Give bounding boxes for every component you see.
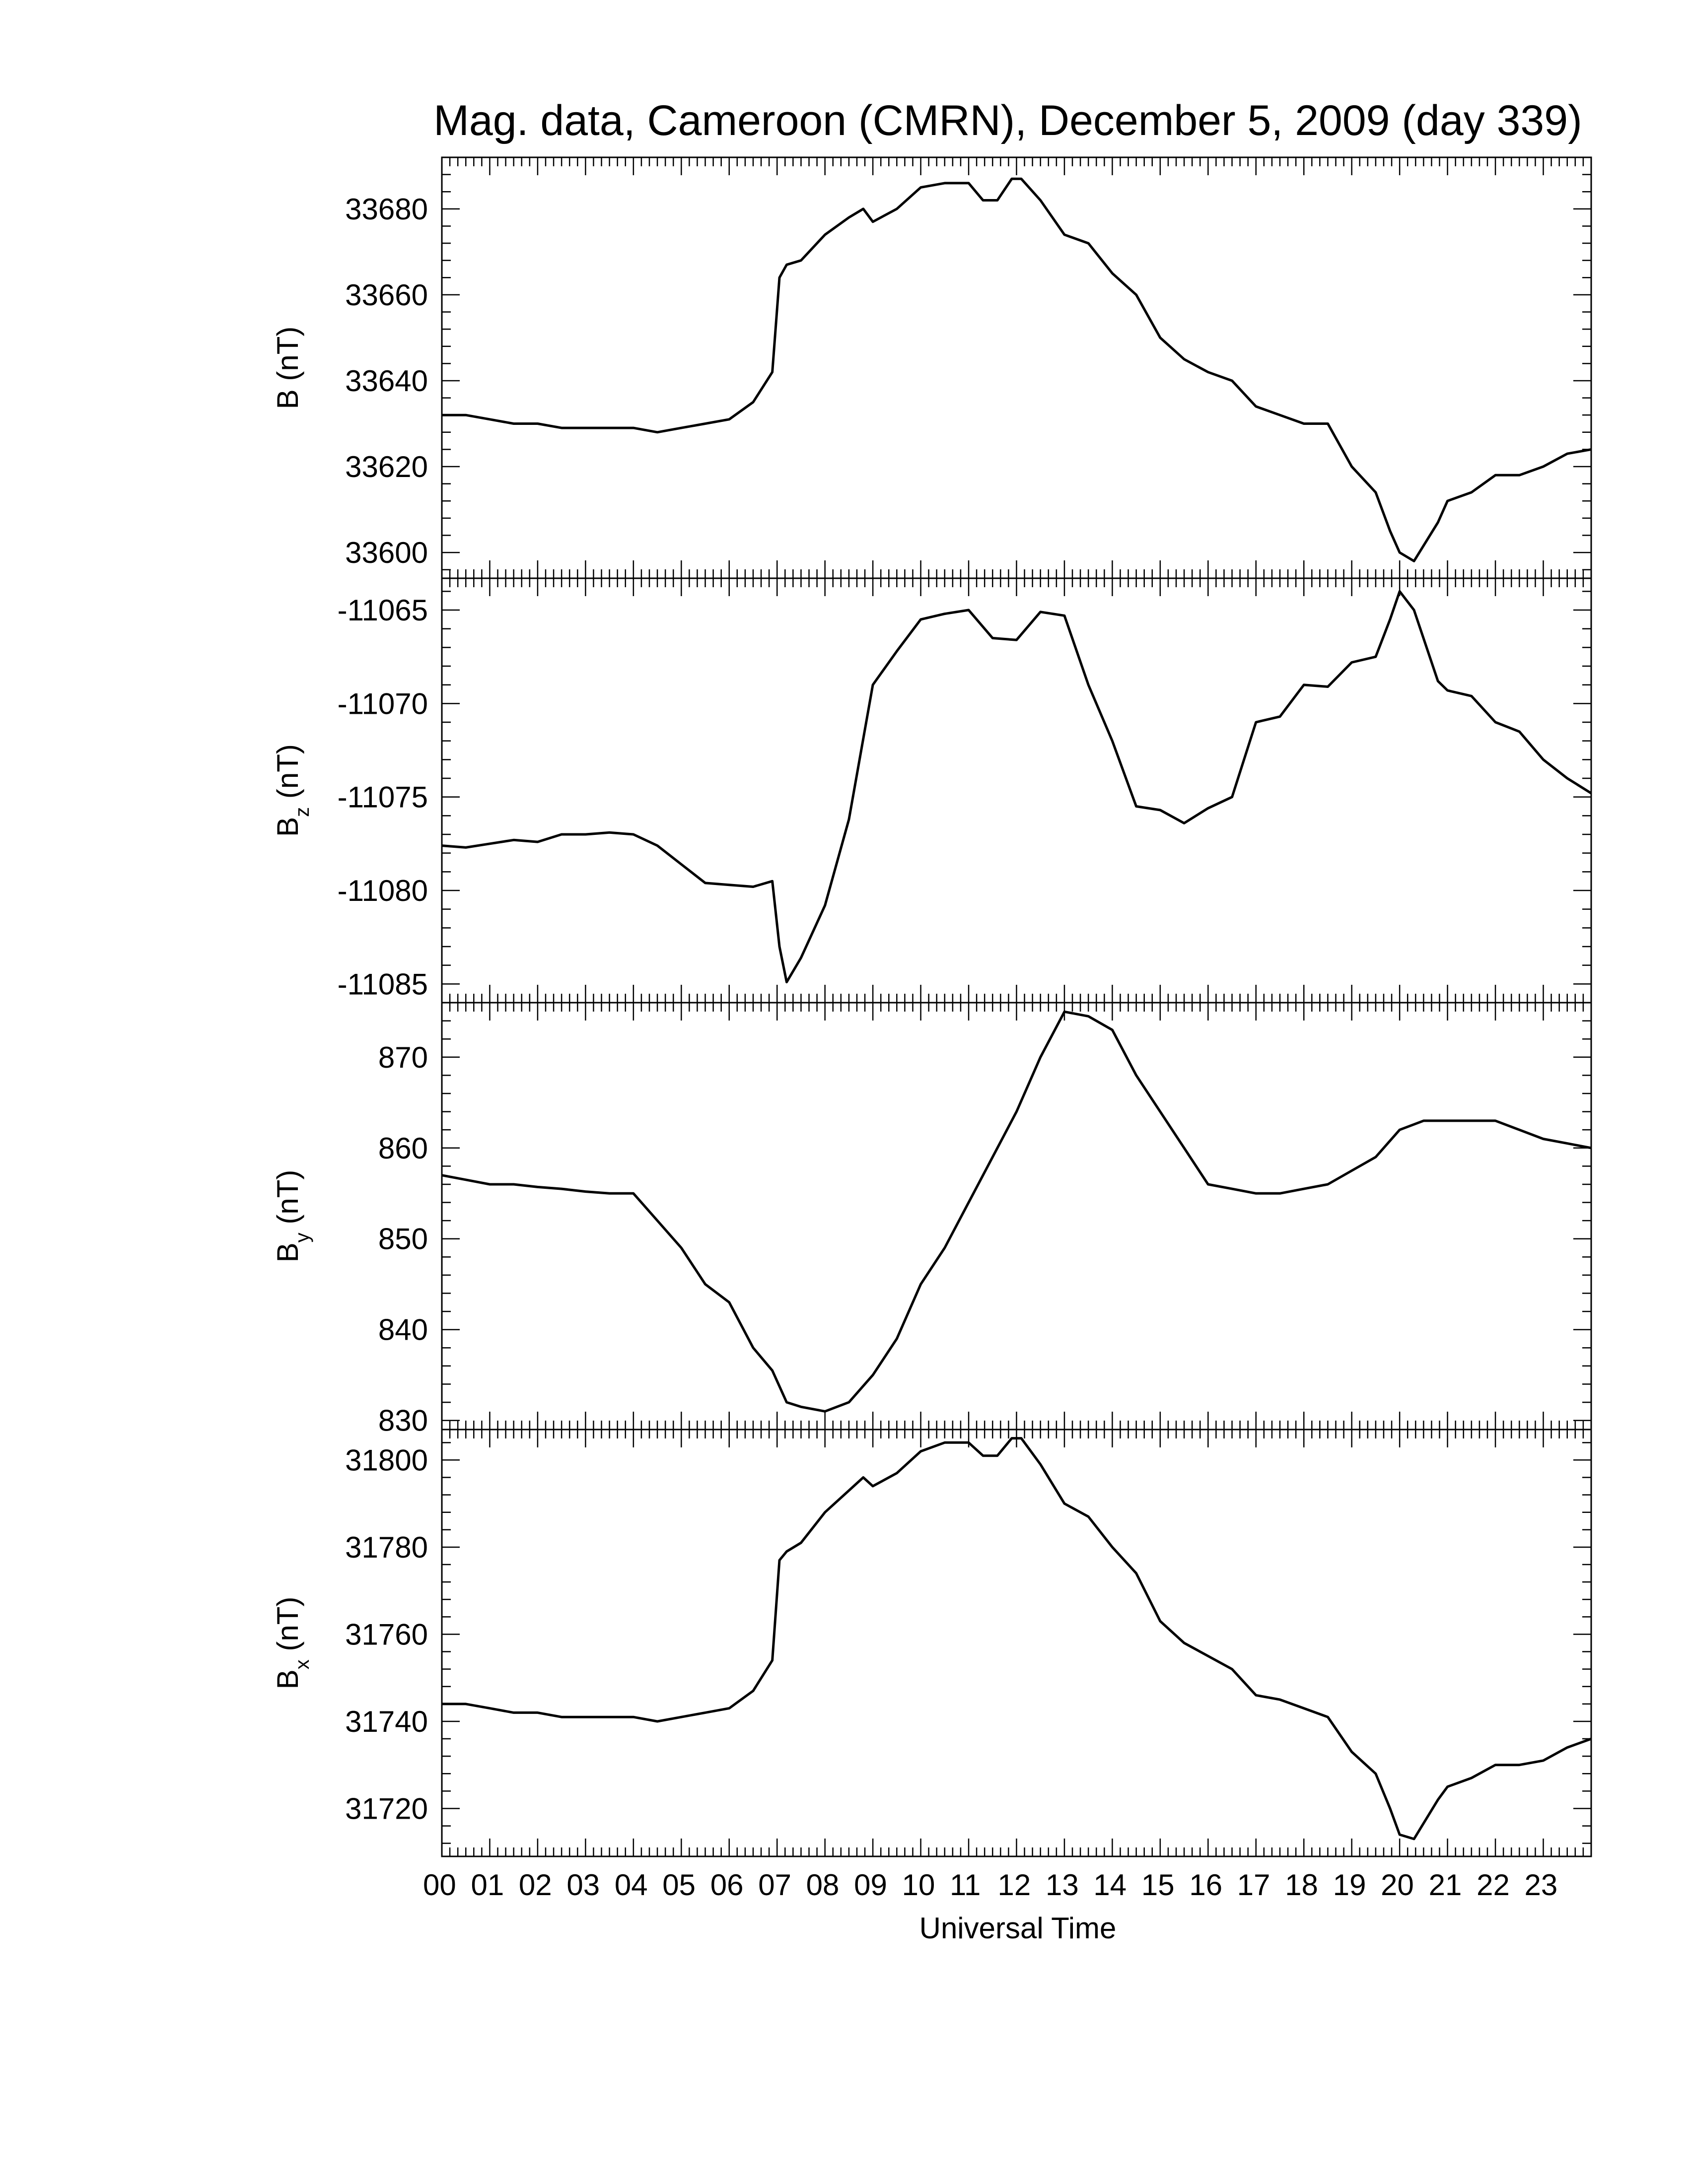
chart-title: Mag. data, Cameroon (CMRN), December 5, …: [433, 97, 1582, 144]
y-axis-label: B (nT): [271, 327, 304, 410]
y-tick-label: -11085: [338, 967, 428, 1001]
y-tick-label: 31760: [345, 1618, 428, 1651]
x-tick-label: 22: [1477, 1868, 1510, 1902]
y-axis-label: Bx (nT): [271, 1597, 313, 1690]
y-tick-label: -11080: [338, 874, 428, 907]
y-tick-label: 33660: [345, 278, 428, 312]
x-tick-label: 05: [662, 1868, 696, 1902]
x-tick-label: 15: [1141, 1868, 1175, 1902]
x-tick-label: 01: [471, 1868, 504, 1902]
y-axis-label: Bz (nT): [271, 744, 313, 837]
x-tick-label: 16: [1189, 1868, 1222, 1902]
y-axis-label: By (nT): [271, 1170, 313, 1263]
x-tick-label: 00: [423, 1868, 456, 1902]
data-line: [441, 590, 1592, 984]
panel-2: -11085 -11080 -11075 -11070 -11065 Bz (nT): [271, 577, 1592, 1004]
y-tick-label: 860: [378, 1132, 428, 1165]
x-tick-label: 02: [519, 1868, 552, 1902]
y-tick-label: 870: [378, 1041, 428, 1074]
panel-3: 830 840 850 860 870 By (nT): [271, 1002, 1592, 1437]
panel-frame: [441, 577, 1592, 1004]
panel-4: 31720 31740 31760 31780 31800 Bx (nT): [271, 1429, 1592, 1857]
x-tick-label: 10: [902, 1868, 935, 1902]
y-tick-label: 31720: [345, 1792, 428, 1825]
y-tick-label: 33600: [345, 536, 428, 569]
x-tick-label: 06: [710, 1868, 744, 1902]
y-tick-label: -11065: [338, 594, 428, 627]
y-tick-label: 31800: [345, 1443, 428, 1477]
x-axis-tick-labels: 00 01 02 03 04 05 06 07 08 09 10 11 12 13 14 15 16 17 18 19…: [423, 1868, 1557, 1902]
y-tick-label: -11070: [338, 687, 428, 720]
panel-1: 33600 33620 33640 33660 33680 B (nT): [271, 156, 1592, 579]
x-tick-label: 04: [615, 1868, 648, 1902]
x-tick-label: 20: [1381, 1868, 1414, 1902]
data-line: [442, 1437, 1592, 1841]
x-axis-label: Universal Time: [919, 1911, 1117, 1945]
y-tick-label: -11075: [338, 781, 428, 814]
y-tick-label: 830: [378, 1404, 428, 1437]
x-tick-label: 23: [1525, 1868, 1558, 1902]
y-tick-label: 31740: [345, 1705, 428, 1738]
y-tick-label: 31780: [345, 1531, 428, 1564]
x-tick-label: 19: [1333, 1868, 1366, 1902]
x-tick-label: 07: [758, 1868, 791, 1902]
x-tick-label: 21: [1429, 1868, 1462, 1902]
data-line: [441, 1010, 1592, 1413]
y-tick-label: 840: [378, 1313, 428, 1347]
x-tick-label: 03: [566, 1868, 600, 1902]
y-tick-label: 33620: [345, 450, 428, 483]
x-tick-label: 09: [854, 1868, 887, 1902]
data-line: [442, 177, 1592, 562]
x-tick-label: 17: [1237, 1868, 1270, 1902]
x-tick-label: 11: [950, 1868, 981, 1902]
x-tick-label: 12: [998, 1868, 1031, 1902]
x-tick-label: 08: [806, 1868, 840, 1902]
x-tick-label: 14: [1093, 1868, 1126, 1902]
x-tick-label: 18: [1285, 1868, 1318, 1902]
y-tick-label: 33640: [345, 364, 428, 398]
panel-frame: [441, 1002, 1592, 1431]
panel-frame: [441, 156, 1592, 579]
panel-frame: [441, 1429, 1592, 1857]
y-tick-label: 33680: [345, 193, 428, 226]
x-tick-label: 13: [1046, 1868, 1079, 1902]
y-tick-label: 850: [378, 1223, 428, 1256]
